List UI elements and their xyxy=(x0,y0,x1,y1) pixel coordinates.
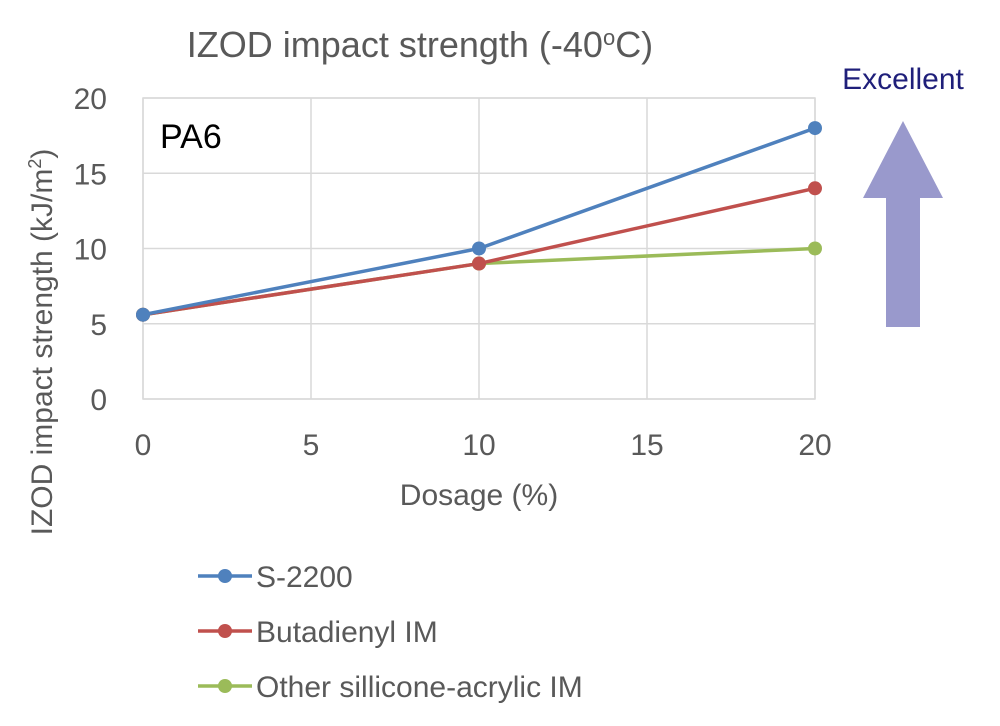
y-tick-label: 5 xyxy=(90,309,107,342)
x-axis-label: Dosage (%) xyxy=(400,479,558,512)
series-2 xyxy=(136,181,822,322)
legend-item: S-2200 xyxy=(198,561,353,594)
y-tick-label: 10 xyxy=(74,234,107,267)
y-tick-label: 20 xyxy=(74,83,107,116)
legend: S-2200 Butadienyl IM Other sillicone-acryl… xyxy=(198,561,583,704)
y-tick-labels: 0 5 10 15 20 xyxy=(74,83,107,417)
y-tick-label: 15 xyxy=(74,158,107,191)
y-tick-label: 0 xyxy=(90,384,107,417)
x-tick-labels: 0 5 10 15 20 xyxy=(135,429,832,462)
legend-label: S-2200 xyxy=(256,561,353,594)
data-point xyxy=(808,181,822,196)
y-axis-label-main: IZOD impact strength (kJ/m xyxy=(26,169,59,536)
y-axis-label: IZOD impact strength (kJ/m2) xyxy=(25,149,59,536)
x-tick-label: 15 xyxy=(630,429,663,462)
chart-title-superscript: o xyxy=(603,25,615,50)
y-axis-label-superscript: 2 xyxy=(25,159,45,169)
y-axis-label-suffix: ) xyxy=(26,149,59,159)
pa6-annotation: PA6 xyxy=(160,118,222,156)
chart-title-suffix: C) xyxy=(615,24,653,65)
x-tick-label: 20 xyxy=(798,429,831,462)
chart-title-main: IZOD impact strength (-40 xyxy=(187,24,603,65)
excellent-label: Excellent xyxy=(842,63,964,96)
data-point xyxy=(136,307,150,322)
x-tick-label: 5 xyxy=(303,429,320,462)
legend-item: Butadienyl IM xyxy=(198,616,438,649)
legend-item: Other sillicone-acrylic IM xyxy=(198,671,583,704)
legend-swatch-marker xyxy=(218,624,232,638)
chart-title: IZOD impact strength (-40oC) xyxy=(187,24,653,65)
data-point xyxy=(808,241,822,256)
data-point xyxy=(472,241,486,256)
x-tick-label: 10 xyxy=(462,429,495,462)
data-point xyxy=(472,256,486,271)
legend-swatch-marker xyxy=(218,569,232,583)
up-arrow-icon xyxy=(863,121,943,327)
excellent-arrow: Excellent xyxy=(842,63,965,327)
legend-label: Other sillicone-acrylic IM xyxy=(256,671,583,704)
legend-swatch-marker xyxy=(218,679,232,693)
series-1 xyxy=(136,121,822,322)
data-point xyxy=(808,121,822,136)
x-tick-label: 0 xyxy=(135,429,152,462)
series xyxy=(136,121,822,322)
legend-label: Butadienyl IM xyxy=(256,616,438,649)
